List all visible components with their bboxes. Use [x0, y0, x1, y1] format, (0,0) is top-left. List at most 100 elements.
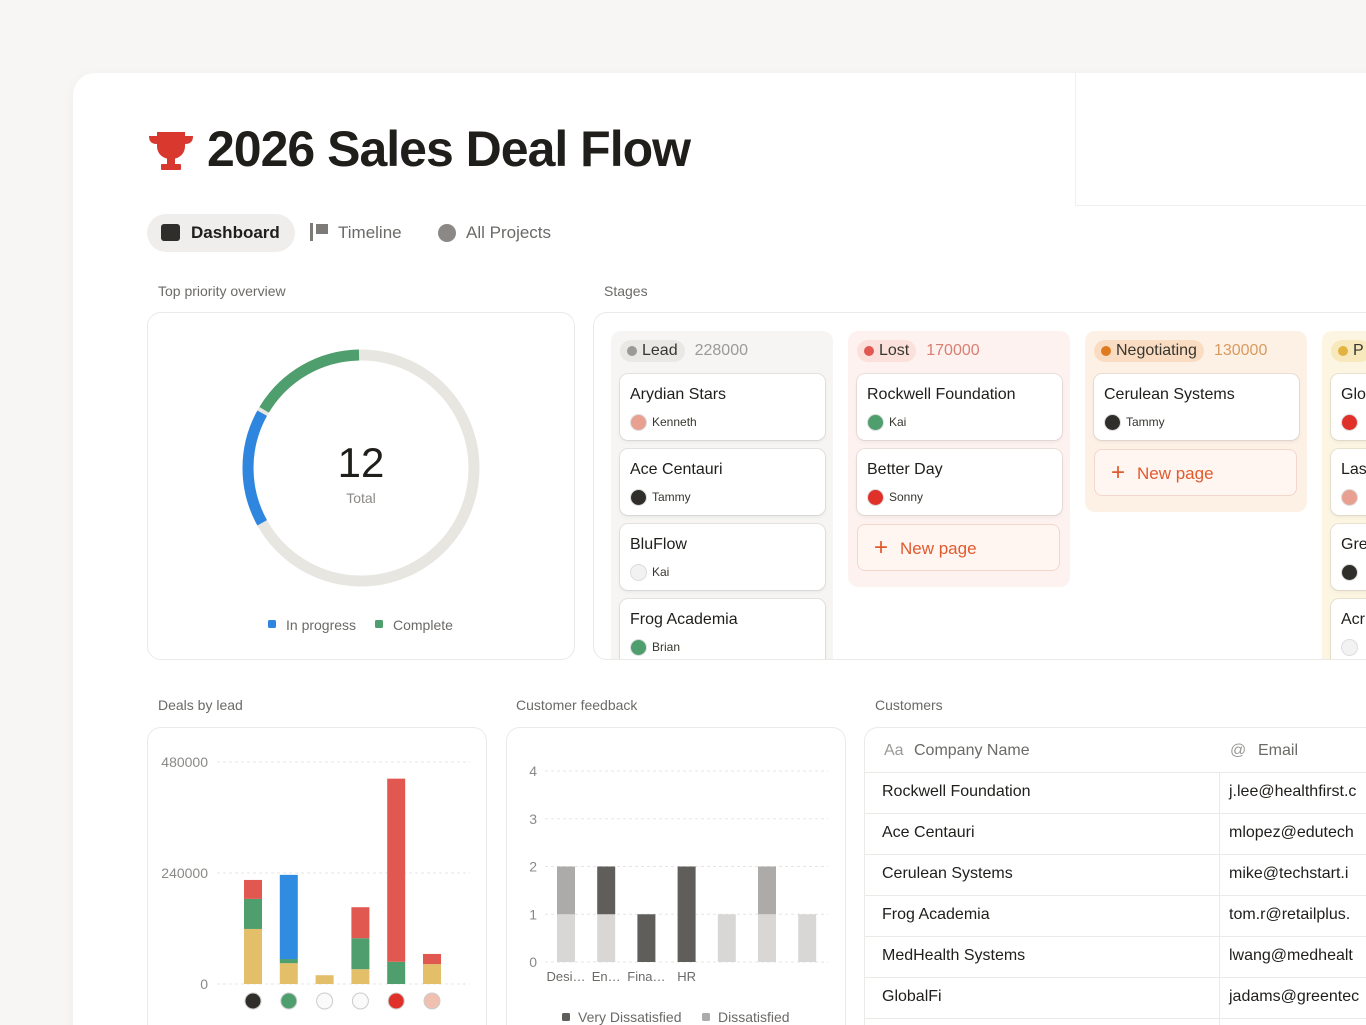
section-label: Stages [604, 283, 648, 299]
deals-panel [147, 727, 487, 1025]
stage-pill: Negotiating 130000 [1094, 340, 1267, 362]
avatar [1104, 414, 1121, 431]
stage-card[interactable]: BluFlow Kai [620, 524, 825, 590]
stage-pill: P [1331, 340, 1366, 362]
card-title: Cerulean Systems [1104, 386, 1235, 403]
avatar [1341, 639, 1358, 656]
stage-name: P [1353, 342, 1364, 359]
card-person: Kenneth [652, 415, 697, 429]
card-title: Better Day [867, 461, 943, 478]
row-divider [865, 895, 1366, 896]
stage-name: Lost [879, 342, 910, 359]
tab-label: All Projects [466, 223, 552, 242]
customers-panel: Aa Company Name @ Email Rockwell Foundation j… [864, 727, 1366, 1025]
email: mike@techstart.i [1229, 865, 1349, 882]
email: jadams@greentec [1229, 988, 1360, 1005]
tab-icon [310, 223, 328, 241]
card-person: Tammy [652, 490, 691, 504]
avatar [630, 414, 647, 431]
avatar [630, 489, 647, 506]
email: mlopez@edutech [1229, 824, 1354, 841]
tab-label: Timeline [338, 223, 402, 242]
stage-card[interactable]: Acr [1331, 599, 1366, 659]
tab[interactable]: All Projects [436, 214, 566, 252]
stage-card[interactable]: Gre [1331, 524, 1366, 590]
stage-column: Lost 170000 Rockwell Foundation Kai Better D… [848, 331, 1070, 587]
section-label: Deals by lead [158, 697, 243, 713]
row-divider [865, 854, 1366, 855]
new-page-label: New page [900, 539, 977, 558]
new-page-button[interactable]: + New page [1094, 449, 1297, 496]
company-name: GlobalFi [882, 988, 942, 1005]
company-name: Frog Academia [882, 906, 990, 923]
stage-card[interactable]: Rockwell Foundation Kai [857, 374, 1062, 440]
card-person: Brian [652, 640, 681, 654]
stage-card[interactable]: Cerulean Systems Tammy [1094, 374, 1299, 440]
stage-dot [1101, 346, 1111, 356]
stage-dot [1338, 346, 1348, 356]
stage-column: Lead 228000 Arydian Stars Kenneth Ace Centau… [611, 331, 833, 659]
side-window [1075, 73, 1366, 206]
stage-total: 170000 [926, 342, 980, 359]
card-person: Kai [889, 415, 907, 429]
tab-icon [438, 224, 456, 242]
stages-panel: Lead 228000 Arydian Stars Kenneth Ace Centau… [593, 312, 1366, 660]
stage-card[interactable]: Las [1331, 449, 1366, 515]
tab-icon [161, 224, 180, 241]
header-divider [865, 772, 1366, 773]
card-person: Tammy [1126, 415, 1165, 429]
section-label: Customers [875, 697, 943, 713]
column-divider [1219, 772, 1220, 1025]
column-icon: Aa [884, 742, 904, 759]
plus-icon: + [874, 534, 889, 561]
company-name: Ace Centauri [882, 824, 975, 841]
stage-column: P Glo Las Gre Acr [1322, 331, 1366, 659]
column-icon: @ [1230, 742, 1247, 759]
card-title: Arydian Stars [630, 386, 727, 403]
tab[interactable]: Dashboard [147, 214, 295, 252]
plus-icon: + [1111, 459, 1126, 486]
section-label: Customer feedback [516, 697, 638, 713]
stage-card[interactable]: Better Day Sonny [857, 449, 1062, 515]
row-divider [865, 813, 1366, 814]
trophy-icon [149, 132, 193, 170]
card-title: BluFlow [630, 536, 687, 553]
row-divider [865, 936, 1366, 937]
overview-panel [147, 312, 575, 660]
card-title: Las [1341, 461, 1366, 478]
row-divider [865, 1018, 1366, 1019]
email: lwang@medhealt [1229, 947, 1353, 964]
stage-card[interactable]: Glo [1331, 374, 1366, 440]
card-title: Ace Centauri [630, 461, 723, 478]
company-name: MedHealth Systems [882, 947, 1026, 964]
avatar [1341, 414, 1358, 431]
avatar [1341, 489, 1358, 506]
column-header: Company Name [914, 742, 1030, 759]
stage-total: 130000 [1213, 342, 1268, 359]
stage-name: Negotiating [1116, 342, 1197, 359]
card-title: Glo [1341, 386, 1366, 403]
stage-pill: Lost 170000 [857, 340, 980, 362]
card-title: Frog Academia [630, 611, 738, 628]
section-label: Top priority overview [158, 283, 286, 299]
stage-card[interactable]: Frog Academia Brian [620, 599, 825, 659]
email: tom.r@retailplus. [1229, 906, 1351, 923]
email: j.lee@healthfirst.c [1229, 783, 1357, 800]
card-person: Kai [652, 565, 670, 579]
stage-card[interactable]: Arydian Stars Kenneth [620, 374, 825, 440]
tab[interactable]: Timeline [308, 214, 417, 252]
card-title: Rockwell Foundation [867, 386, 1016, 403]
stage-total: 228000 [694, 342, 748, 359]
feedback-panel [506, 727, 846, 1025]
stage-card[interactable]: Ace Centauri Tammy [620, 449, 825, 515]
company-name: Rockwell Foundation [882, 783, 1031, 800]
stage-dot [864, 346, 874, 356]
avatar [630, 639, 647, 656]
card-title: Acr [1341, 611, 1365, 628]
stage-name: Lead [642, 342, 678, 359]
avatar [867, 414, 884, 431]
new-page-button[interactable]: + New page [857, 524, 1060, 571]
card-title: Gre [1341, 536, 1366, 553]
page-title: 2026 Sales Deal Flow [207, 121, 691, 177]
